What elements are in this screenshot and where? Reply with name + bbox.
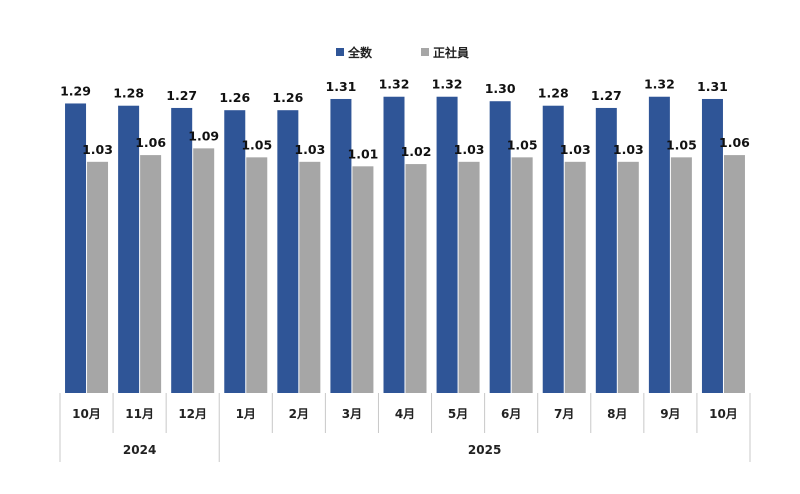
bar-series-0-12 — [701, 98, 723, 393]
data-label-series-1-5: 1.01 — [348, 146, 379, 161]
bar-series-1-4 — [299, 161, 321, 393]
legend-swatch-series-1 — [421, 48, 429, 56]
data-label-series-0-6: 1.32 — [379, 77, 410, 92]
category-label-1: 11月 — [125, 407, 154, 421]
bar-series-1-6 — [405, 164, 427, 393]
category-label-7: 5月 — [448, 407, 468, 421]
data-label-series-1-11: 1.05 — [666, 137, 697, 152]
bar-series-0-4 — [277, 110, 299, 393]
category-label-11: 9月 — [660, 407, 680, 421]
category-label-4: 2月 — [289, 407, 309, 421]
bar-series-0-11 — [648, 96, 670, 393]
data-label-series-0-0: 1.29 — [60, 83, 91, 98]
category-label-12: 10月 — [709, 407, 738, 421]
category-label-6: 4月 — [395, 407, 415, 421]
data-label-series-0-12: 1.31 — [697, 79, 728, 94]
data-label-series-1-1: 1.06 — [135, 135, 166, 150]
data-label-series-1-3: 1.05 — [241, 137, 272, 152]
year-label-2024: 2024 — [123, 443, 156, 457]
category-label-10: 8月 — [607, 407, 627, 421]
year-label-2025: 2025 — [468, 443, 501, 457]
bar-series-1-1 — [140, 155, 162, 393]
data-label-series-1-2: 1.09 — [188, 128, 219, 143]
bar-series-1-8 — [511, 157, 533, 393]
data-label-series-0-4: 1.26 — [272, 90, 303, 105]
data-label-series-0-9: 1.28 — [538, 86, 569, 101]
bar-series-1-3 — [246, 157, 268, 393]
bar-series-0-2 — [171, 107, 193, 393]
data-label-series-1-7: 1.03 — [454, 142, 485, 157]
category-label-5: 3月 — [342, 407, 362, 421]
data-label-series-0-11: 1.32 — [644, 77, 675, 92]
data-label-series-1-4: 1.03 — [294, 142, 325, 157]
legend-label-series-0: 全数 — [347, 45, 373, 60]
bar-series-0-8 — [489, 101, 511, 393]
data-label-series-1-8: 1.05 — [507, 137, 538, 152]
bar-series-1-0 — [87, 161, 109, 393]
bar-series-1-9 — [564, 161, 586, 393]
data-label-series-1-12: 1.06 — [719, 135, 750, 150]
legend-label-series-1: 正社員 — [433, 45, 469, 60]
category-label-9: 7月 — [554, 407, 574, 421]
bar-series-1-2 — [193, 148, 215, 393]
data-label-series-0-7: 1.32 — [432, 77, 463, 92]
plot-area: 1.29 1.03 1.28 1.06 1.27 1.09 1.26 1.05 1.26 1.03… — [60, 77, 750, 393]
data-label-series-0-1: 1.28 — [113, 86, 144, 101]
bar-series-0-7 — [436, 96, 458, 393]
data-label-series-0-3: 1.26 — [219, 90, 250, 105]
bar-series-0-5 — [330, 98, 352, 393]
bar-series-0-1 — [118, 105, 140, 393]
data-label-series-1-10: 1.03 — [613, 142, 644, 157]
data-label-series-0-5: 1.31 — [326, 79, 357, 94]
bar-series-1-5 — [352, 166, 374, 393]
data-label-series-1-6: 1.02 — [401, 144, 432, 159]
data-label-series-1-9: 1.03 — [560, 142, 591, 157]
bar-series-1-7 — [458, 161, 480, 393]
data-label-series-0-10: 1.27 — [591, 88, 622, 103]
legend: 全数 正社員 — [336, 45, 469, 60]
category-label-8: 6月 — [501, 407, 521, 421]
category-label-3: 1月 — [236, 407, 256, 421]
data-label-series-0-2: 1.27 — [166, 88, 197, 103]
data-label-series-0-8: 1.30 — [485, 81, 516, 96]
bar-series-1-11 — [670, 157, 692, 393]
bar-series-0-10 — [595, 107, 617, 393]
bar-series-0-3 — [224, 110, 246, 393]
bar-series-0-9 — [542, 105, 564, 393]
bar-series-1-12 — [723, 155, 745, 393]
bar-series-0-0 — [65, 103, 87, 393]
legend-swatch-series-0 — [336, 48, 344, 56]
category-label-0: 10月 — [72, 407, 101, 421]
category-axis: 10月 11月 12月 1月 2月 3月 4月 5月 6月 7月 8月 9月 10月 2024 2025 — [59, 393, 751, 462]
bar-series-0-6 — [383, 96, 405, 393]
data-label-series-1-0: 1.03 — [82, 142, 113, 157]
category-label-2: 12月 — [178, 407, 207, 421]
bar-series-1-10 — [617, 161, 639, 393]
